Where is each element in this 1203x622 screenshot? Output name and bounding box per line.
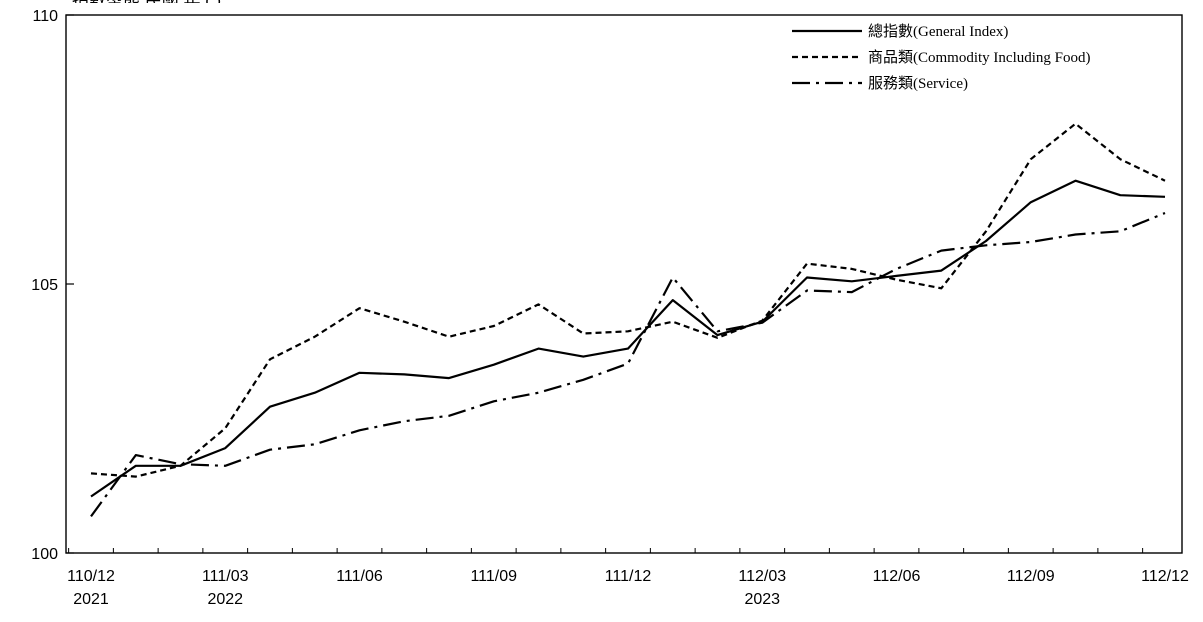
x-axis: 110/12 2021 111/03 2022 111/06 111/09 111/12 11…: [67, 548, 1189, 608]
x-tick-label: 110/12: [67, 568, 115, 585]
x-tick-label: 111/03: [202, 568, 249, 585]
legend-label-0: 總指數(General Index): [868, 22, 1008, 40]
x-tick-label: 111/06: [336, 568, 383, 585]
series-line-0: [90, 179, 1166, 498]
y-tick-label: 100: [31, 546, 58, 563]
x-tick-label: 112/12: [1141, 568, 1189, 585]
top-caption-cutoff: 指數型態 民國 年 ( ): [72, 0, 221, 10]
x-tick-label: 111/12: [605, 568, 652, 585]
x-tick-year-label: 2022: [207, 591, 243, 608]
series-line-2: [90, 211, 1166, 518]
x-tick-label: 112/03: [738, 568, 786, 585]
series-lines: [90, 122, 1166, 518]
series-line-1: [90, 122, 1166, 478]
y-tick-label: 110: [32, 8, 58, 25]
y-axis: 100 105 110: [31, 8, 74, 563]
x-tick-year-label: 2023: [744, 591, 780, 608]
y-tick-label: 105: [31, 277, 58, 294]
x-tick-label: 112/06: [873, 568, 921, 585]
x-tick-year-label: 2021: [73, 591, 109, 608]
legend-label-1: 商品類(Commodity Including Food): [868, 49, 1091, 66]
legend: 總指數(General Index) 商品類(Commodity Includin…: [792, 22, 1091, 92]
x-tick-label: 112/09: [1007, 568, 1055, 585]
legend-label-2: 服務類(Service): [868, 75, 968, 92]
top-caption: 指數型態 民國 年 ( ): [72, 0, 221, 10]
plot-area-frame: [65, 14, 1183, 554]
x-tick-label: 111/09: [470, 568, 517, 585]
